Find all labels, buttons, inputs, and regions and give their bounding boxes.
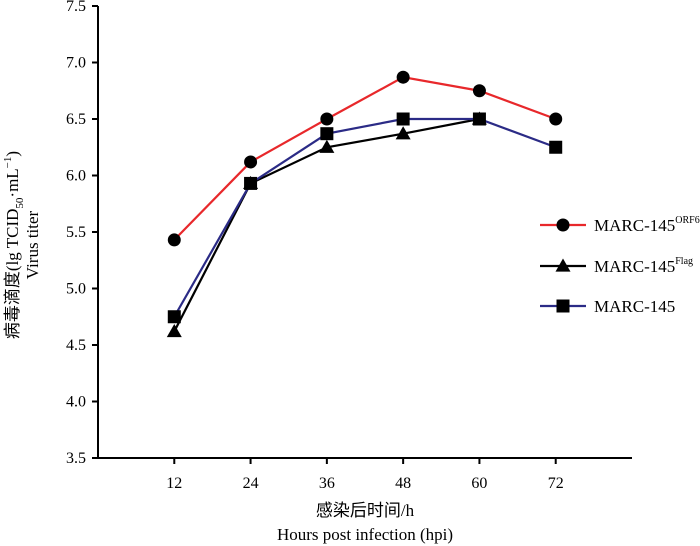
y-axis-title-en: Virus titer: [23, 210, 42, 279]
y-axis-title-cn-unit: ·mL: [3, 168, 22, 197]
data-point-orf6: [549, 112, 563, 126]
data-point-orf6: [244, 155, 258, 169]
data-point-orf6: [396, 70, 410, 84]
legend: MARC-145ORF6 MARC-145Flag MARC-145: [540, 215, 700, 316]
data-point-marc145: [167, 310, 181, 324]
y-tick-label: 4.0: [66, 394, 86, 411]
legend-marker-orf6: [556, 218, 570, 232]
legend-label-flag-name: MARC-145: [594, 257, 675, 276]
y-axis-title-cn-close: ): [3, 151, 22, 157]
legend-symbol-flag: [555, 258, 571, 272]
legend-label-orf6: MARC-145ORF6: [594, 215, 700, 235]
data-point-marc145: [396, 112, 410, 126]
y-axis-title-cn: 病毒滴度(lg TCID50·mL−1): [2, 151, 26, 339]
y-axis-title-en-group: Virus titer: [23, 210, 42, 279]
data-point-marc145: [549, 140, 563, 154]
series-layer: [166, 70, 563, 338]
y-tick-label: 5.5: [66, 224, 86, 241]
data-point-orf6: [320, 112, 334, 126]
legend-marker-flag: [555, 258, 571, 272]
y-axis-title-cn-sub: 50: [14, 197, 26, 209]
legend-item-orf6: MARC-145ORF6: [540, 215, 700, 235]
y-tick-label: 6.0: [66, 168, 86, 185]
y-tick-label: 6.5: [66, 111, 86, 128]
data-point-marc145: [244, 176, 258, 190]
series-line-marc145: [173, 117, 557, 318]
legend-label-marc145-name: MARC-145: [594, 297, 675, 316]
y-tick-label: 5.0: [66, 281, 86, 298]
legend-label-flag-sup: Flag: [675, 256, 693, 267]
y-tick-label: 7.5: [66, 0, 86, 15]
legend-label-flag: MARC-145Flag: [594, 256, 693, 276]
legend-label-orf6-name: MARC-145: [594, 216, 675, 235]
x-axis-title-cn: 感染后时间/h: [316, 501, 415, 520]
x-tick-label: 36: [319, 475, 335, 492]
y-tick-label: 7.0: [66, 55, 86, 72]
x-tick-label: 12: [166, 475, 182, 492]
legend-symbol-marc145: [556, 299, 570, 313]
legend-item-flag: MARC-145Flag: [540, 256, 693, 276]
legend-item-marc145: MARC-145: [540, 297, 675, 316]
y-tick-label: 4.5: [66, 337, 86, 354]
x-tick-label: 60: [471, 475, 487, 492]
x-tick-label: 48: [395, 475, 411, 492]
y-ticks: 3.5 4.0 4.5 5.0 5.5 6.0 6.5 7.0 7.5: [66, 0, 98, 467]
series-line-orf6: [173, 76, 557, 241]
x-axis-title-en: Hours post infection (hpi): [277, 525, 453, 544]
y-axis-title-cn-exp: −1: [2, 157, 14, 169]
y-axis-title-cn-main: 病毒滴度(lg TCID: [3, 209, 22, 340]
data-point-flag: [395, 126, 411, 140]
legend-marker-marc145: [556, 299, 570, 313]
data-point-orf6: [167, 233, 181, 247]
x-tick-label: 72: [548, 475, 564, 492]
x-ticks: 12 24 36 48 60 72: [166, 458, 564, 492]
data-point-marc145: [320, 127, 334, 141]
legend-label-marc145: MARC-145: [594, 297, 675, 316]
data-point-marc145: [472, 112, 486, 126]
data-point-flag: [166, 323, 182, 338]
axes: [97, 6, 632, 459]
x-tick-label: 24: [243, 475, 259, 492]
data-point-flag: [319, 139, 335, 153]
legend-symbol-orf6: [556, 218, 570, 232]
y-tick-label: 3.5: [66, 450, 86, 467]
y-axis-title-cn-group: 病毒滴度(lg TCID50·mL−1): [2, 151, 26, 339]
legend-label-orf6-sup: ORF6: [675, 215, 699, 226]
data-point-orf6: [472, 84, 486, 98]
